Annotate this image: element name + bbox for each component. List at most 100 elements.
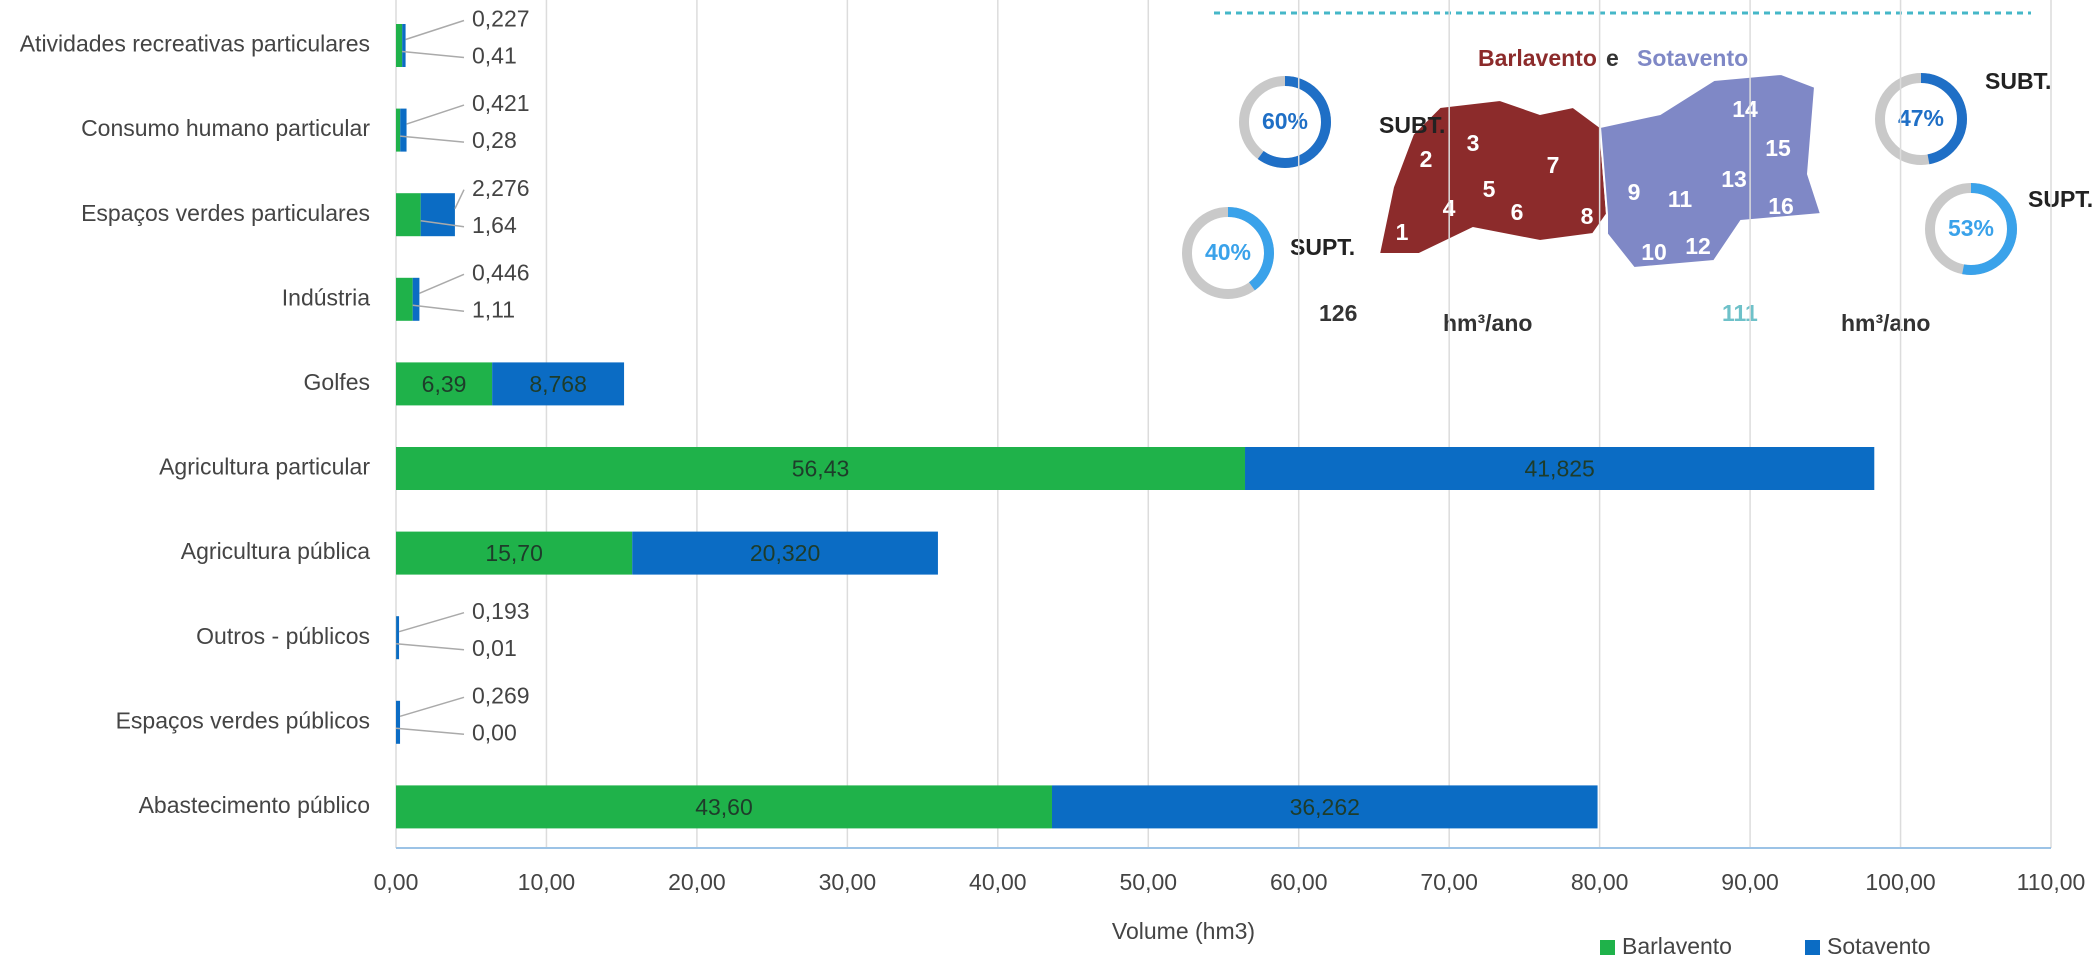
x-axis-title: Volume (hm3) bbox=[1112, 918, 1255, 944]
y-tick-label: Agricultura particular bbox=[159, 454, 370, 480]
leader-line bbox=[420, 219, 465, 228]
data-label: 1,11 bbox=[472, 296, 515, 322]
data-label: 0,01 bbox=[472, 635, 517, 661]
x-tick-label: 80,00 bbox=[1571, 869, 1629, 895]
donut-caption: SUPT. bbox=[2028, 186, 2093, 212]
map-title: e bbox=[1606, 45, 1619, 71]
region-number: 6 bbox=[1511, 199, 1524, 225]
data-label: 2,276 bbox=[472, 175, 530, 201]
y-tick-label: Espaços verdes públicos bbox=[116, 707, 370, 733]
y-tick-label: Atividades recreativas particulares bbox=[20, 31, 370, 57]
donut-label: 53% bbox=[1948, 215, 1994, 241]
region-number: 13 bbox=[1721, 166, 1747, 192]
leader-line bbox=[395, 727, 465, 736]
data-label: 0,00 bbox=[472, 719, 517, 745]
map-title: Sotavento bbox=[1637, 45, 1748, 71]
leader-line bbox=[419, 273, 465, 294]
x-tick-label: 100,00 bbox=[1865, 869, 1935, 895]
legend-swatch bbox=[1600, 940, 1615, 955]
region-number: 5 bbox=[1483, 176, 1496, 202]
region-number: 7 bbox=[1547, 152, 1560, 178]
data-label: 56,43 bbox=[792, 456, 850, 482]
donut-arc bbox=[1875, 73, 1967, 165]
leader-line bbox=[396, 642, 465, 651]
total-value: 126 bbox=[1319, 300, 1357, 326]
donut-caption: SUPT. bbox=[1290, 234, 1355, 260]
bar-segment bbox=[1245, 447, 1875, 490]
region-number: 1 bbox=[1396, 219, 1409, 245]
bar-segment bbox=[420, 193, 455, 237]
bar-segment bbox=[632, 531, 938, 575]
bar-segment bbox=[396, 277, 413, 321]
data-label: 0,41 bbox=[472, 43, 517, 69]
donut-arc bbox=[1239, 76, 1331, 168]
y-tick-label: Consumo humano particular bbox=[81, 115, 370, 141]
bar-segment bbox=[396, 700, 401, 744]
legend-label: Sotavento bbox=[1827, 933, 1931, 959]
x-tick-label: 0,00 bbox=[374, 869, 419, 895]
bar-segment bbox=[396, 193, 421, 237]
region-number: 9 bbox=[1628, 179, 1641, 205]
x-tick-label: 70,00 bbox=[1420, 869, 1478, 895]
x-tick-label: 40,00 bbox=[969, 869, 1027, 895]
y-tick-label: Outros - públicos bbox=[196, 623, 370, 649]
data-label: 36,262 bbox=[1290, 794, 1360, 820]
data-label: 1,64 bbox=[472, 212, 517, 238]
map-title: Barlavento bbox=[1478, 45, 1597, 71]
x-tick-label: 90,00 bbox=[1721, 869, 1779, 895]
bar-segment bbox=[396, 785, 1052, 829]
donut-caption: SUBT. bbox=[1985, 68, 2051, 94]
data-label: 0,421 bbox=[472, 90, 530, 116]
bar-segment bbox=[396, 616, 400, 660]
region-number: 15 bbox=[1765, 135, 1791, 161]
leader-line bbox=[406, 104, 465, 125]
bar-segment bbox=[396, 362, 493, 406]
inset: Barlavento e Sotavento 126 hm³/ano 111 h… bbox=[1182, 11, 2093, 336]
data-label: 0,446 bbox=[472, 259, 530, 285]
total-unit: hm³/ano bbox=[1443, 310, 1532, 336]
region-number: 16 bbox=[1768, 193, 1794, 219]
bar-segment bbox=[396, 24, 403, 67]
y-tick-label: Agricultura pública bbox=[181, 538, 370, 564]
donut-caption: SUBT. bbox=[1379, 112, 1445, 138]
map-barlavento bbox=[1377, 98, 1609, 255]
y-tick-label: Indústria bbox=[282, 284, 370, 310]
region-number: 8 bbox=[1581, 203, 1594, 229]
leader-line bbox=[402, 50, 465, 59]
bar-segment bbox=[396, 531, 633, 575]
data-label: 0,269 bbox=[472, 682, 530, 708]
bar-segment bbox=[396, 447, 1246, 490]
donut-arc bbox=[1925, 183, 2017, 275]
y-tick-label: Golfes bbox=[304, 369, 370, 395]
y-tick-label: Abastecimento público bbox=[139, 792, 370, 818]
leader-line bbox=[398, 611, 465, 633]
legend-label: Barlavento bbox=[1622, 933, 1732, 959]
donut-label: 47% bbox=[1898, 105, 1944, 131]
bar-segment bbox=[396, 108, 401, 152]
data-label: 43,60 bbox=[695, 794, 753, 820]
total-value: 111 bbox=[1722, 300, 1758, 326]
x-tick-label: 50,00 bbox=[1119, 869, 1177, 895]
leader-line bbox=[412, 304, 465, 313]
y-tick-label: Espaços verdes particulares bbox=[81, 200, 370, 226]
region-number: 14 bbox=[1732, 96, 1758, 122]
bar-segment bbox=[1051, 785, 1598, 829]
region-number: 11 bbox=[1668, 186, 1693, 212]
total-unit: hm³/ano bbox=[1841, 310, 1930, 336]
x-tick-label: 10,00 bbox=[518, 869, 576, 895]
x-tick-label: 20,00 bbox=[668, 869, 726, 895]
region-number: 2 bbox=[1420, 146, 1433, 172]
x-tick-label: 110,00 bbox=[2017, 869, 2086, 895]
data-label: 15,70 bbox=[485, 540, 543, 566]
leader-line bbox=[454, 189, 465, 210]
data-label: 20,320 bbox=[750, 540, 820, 566]
region-number: 12 bbox=[1685, 233, 1711, 259]
data-label: 0,227 bbox=[472, 6, 530, 32]
x-tick-label: 60,00 bbox=[1270, 869, 1328, 895]
bar-segment bbox=[412, 277, 420, 321]
region-number: 3 bbox=[1467, 130, 1480, 156]
data-label: 41,825 bbox=[1524, 456, 1594, 482]
region-number: 10 bbox=[1641, 239, 1667, 265]
bar-segment bbox=[400, 108, 407, 152]
